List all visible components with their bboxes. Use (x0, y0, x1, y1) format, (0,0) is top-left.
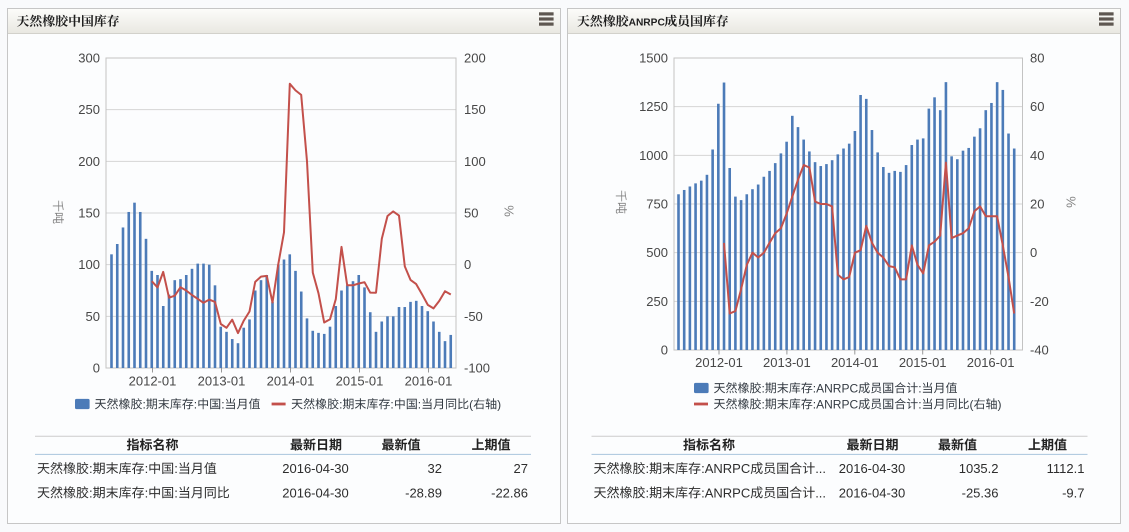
svg-text:): ) (998, 397, 1002, 411)
svg-text::: : (194, 397, 197, 411)
svg-text:2015-01: 2015-01 (336, 374, 384, 389)
svg-text:1250: 1250 (639, 99, 668, 114)
svg-text:250: 250 (78, 102, 100, 117)
svg-text:-50: -50 (464, 309, 483, 324)
svg-text:-100: -100 (464, 361, 490, 376)
svg-text::ANRPC: :ANRPC (813, 397, 859, 411)
svg-text:0: 0 (1030, 245, 1037, 260)
svg-text:750: 750 (646, 197, 668, 212)
svg-text:2014-01: 2014-01 (267, 374, 315, 389)
svg-text::: : (646, 461, 650, 476)
svg-text:-22.86: -22.86 (491, 485, 528, 500)
svg-text::: : (174, 485, 178, 500)
svg-text::ANRPC: :ANRPC (701, 485, 750, 500)
svg-text::: : (89, 485, 93, 500)
svg-text::: : (89, 461, 93, 476)
svg-text::ANRPC: :ANRPC (813, 381, 859, 395)
svg-text::: : (762, 381, 765, 395)
svg-text:-25.36: -25.36 (962, 485, 999, 500)
svg-text::: : (145, 485, 149, 500)
svg-text:-9.7: -9.7 (1062, 485, 1084, 500)
svg-text::: : (174, 461, 178, 476)
svg-text:2013-01: 2013-01 (198, 374, 246, 389)
svg-text:200: 200 (464, 51, 486, 66)
svg-text::: : (646, 485, 650, 500)
svg-text:2014-01: 2014-01 (831, 355, 879, 370)
svg-text::: : (145, 461, 149, 476)
svg-text:...: ... (815, 485, 826, 500)
svg-text:40: 40 (1030, 148, 1044, 163)
svg-text:2015-01: 2015-01 (899, 355, 947, 370)
svg-text:300: 300 (78, 51, 100, 66)
svg-text:1000: 1000 (639, 148, 668, 163)
svg-text:50: 50 (464, 206, 478, 221)
svg-text:-20: -20 (1030, 294, 1049, 309)
svg-text::: : (918, 397, 921, 411)
svg-text:-40: -40 (1030, 343, 1049, 358)
svg-text:2016-01: 2016-01 (967, 355, 1015, 370)
svg-text:2013-01: 2013-01 (763, 355, 811, 370)
svg-text:50: 50 (86, 309, 100, 324)
svg-text::: : (918, 381, 921, 395)
svg-text::: : (143, 397, 146, 411)
svg-text::: : (390, 397, 393, 411)
svg-text::ANRPC: :ANRPC (701, 461, 750, 476)
svg-text:ANRPC: ANRPC (629, 18, 666, 29)
svg-text:200: 200 (78, 154, 100, 169)
svg-text:2012-01: 2012-01 (695, 355, 743, 370)
svg-text:100: 100 (78, 257, 100, 272)
svg-text:2016-04-30: 2016-04-30 (282, 461, 349, 476)
svg-text:60: 60 (1030, 99, 1044, 114)
svg-text:0: 0 (464, 257, 471, 272)
svg-text:27: 27 (514, 461, 528, 476)
svg-text:250: 250 (646, 294, 668, 309)
svg-text::: : (762, 397, 765, 411)
svg-text:...: ... (815, 461, 826, 476)
svg-text:1035.2: 1035.2 (959, 461, 999, 476)
svg-text:1112.1: 1112.1 (1047, 461, 1085, 476)
svg-text::: : (418, 397, 421, 411)
svg-text:0: 0 (661, 343, 668, 358)
svg-text:(: ( (469, 397, 473, 411)
svg-text:2016-01: 2016-01 (405, 374, 453, 389)
svg-text::: : (221, 397, 224, 411)
svg-text:1500: 1500 (639, 51, 668, 66)
svg-text::: : (339, 397, 342, 411)
svg-text:2012-01: 2012-01 (129, 374, 177, 389)
svg-text:2016-04-30: 2016-04-30 (839, 461, 906, 476)
svg-text:%: % (502, 205, 517, 217)
svg-text:2016-04-30: 2016-04-30 (282, 485, 349, 500)
svg-text:150: 150 (464, 102, 486, 117)
svg-text:2016-04-30: 2016-04-30 (839, 485, 906, 500)
svg-text:): ) (497, 397, 501, 411)
svg-text:150: 150 (78, 206, 100, 221)
svg-text:0: 0 (93, 361, 100, 376)
svg-text:500: 500 (646, 245, 668, 260)
svg-text:100: 100 (464, 154, 486, 169)
svg-text:(: ( (970, 397, 974, 411)
svg-text:32: 32 (428, 461, 442, 476)
svg-text:%: % (1064, 196, 1079, 208)
svg-text:80: 80 (1030, 51, 1044, 66)
svg-text:-28.89: -28.89 (405, 485, 442, 500)
svg-text:20: 20 (1030, 197, 1044, 212)
